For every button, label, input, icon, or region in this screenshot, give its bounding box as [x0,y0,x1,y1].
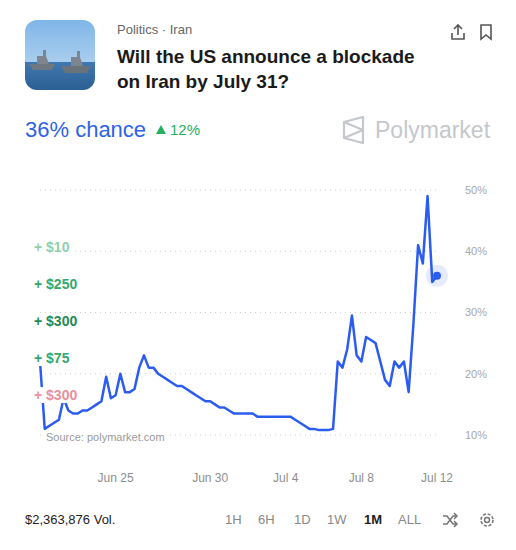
html-text:1D: 1D [294,512,311,527]
html-text:+ $75: + $75 [34,350,70,366]
html-text:12%: 12% [170,121,200,138]
html-text:36% chance: 36% chance [25,117,147,142]
svg-text:30%: 30% [465,306,487,318]
svg-text:Jun 30: Jun 30 [192,471,228,485]
svg-text:Jul 8: Jul 8 [349,471,375,485]
html-text:Source: polymarket.com: Source: polymarket.com [46,431,165,443]
html-text:ALL: ALL [398,512,422,527]
html-text:1W: 1W [327,512,347,527]
html-text:Polymarket: Polymarket [375,117,490,143]
html-text:+ $300: + $300 [34,313,78,329]
svg-text:Jul 12: Jul 12 [421,471,453,485]
html-text:+ $250: + $250 [34,276,78,292]
html-text:6H: 6H [258,512,275,527]
svg-text:50%: 50% [465,184,487,196]
svg-text:10%: 10% [465,429,487,441]
svg-text:20%: 20% [465,368,487,380]
svg-text:Jul 4: Jul 4 [273,471,299,485]
html-text:$2,363,876 Vol.: $2,363,876 Vol. [25,512,116,527]
html-text:+ $300: + $300 [34,387,78,403]
svg-text:Jun 25: Jun 25 [98,471,134,485]
html-text:Will the US announce a blockad: Will the US announce a blockade on Iran … [117,46,415,92]
svg-text:40%: 40% [465,245,487,257]
html-text:+ $10: + $10 [34,239,70,255]
html-text:Politics · Iran: Politics · Iran [117,22,193,37]
html-text:1H: 1H [225,512,242,527]
html-text:1M: 1M [364,512,383,527]
